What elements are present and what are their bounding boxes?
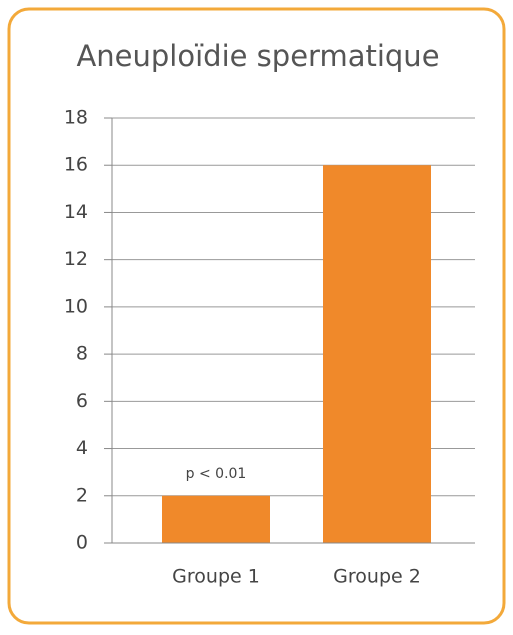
x-tick-label: Groupe 2: [333, 566, 421, 588]
y-tick-label: 0: [76, 532, 88, 554]
y-tick-label: 18: [64, 107, 88, 129]
y-tick-label: 16: [64, 154, 88, 176]
y-tick-label: 14: [64, 201, 88, 223]
bar: [162, 495, 270, 543]
frame: [7, 7, 506, 625]
y-tick-label: 6: [76, 390, 88, 412]
y-tick-label: 12: [64, 248, 88, 270]
y-tick-label: 10: [64, 295, 88, 317]
y-tick-label: 4: [76, 437, 88, 459]
annotation: p < 0.01: [186, 466, 247, 482]
bar: [323, 165, 431, 543]
y-tick-label: 8: [76, 343, 88, 365]
x-tick-label: Groupe 1: [172, 566, 260, 588]
y-tick-label: 2: [76, 484, 88, 506]
chart-title: Aneuploïdie spermatique: [76, 39, 439, 73]
